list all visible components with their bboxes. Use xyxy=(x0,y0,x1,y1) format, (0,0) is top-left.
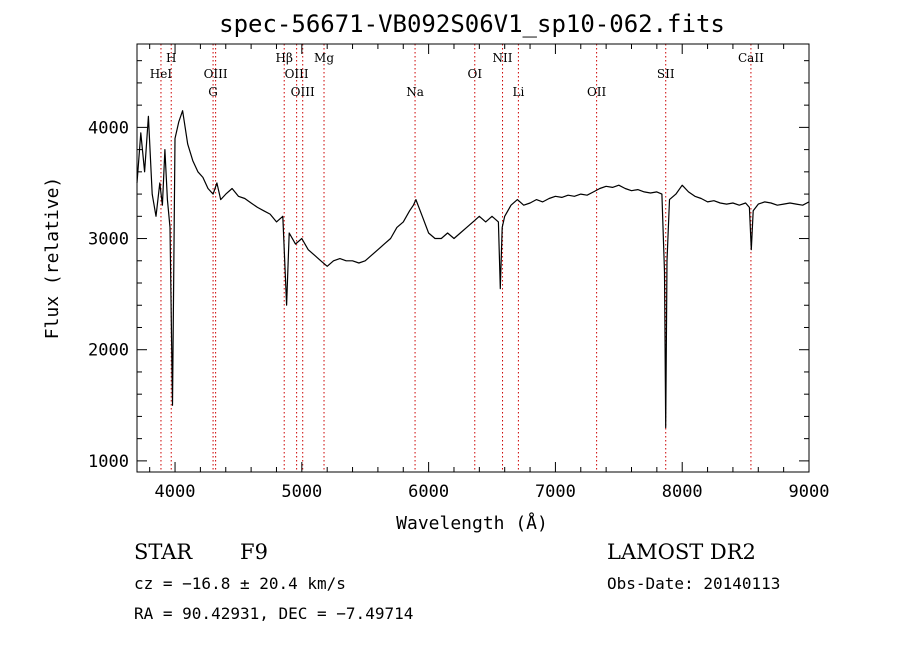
line-marker-label: Li xyxy=(512,85,524,99)
x-axis: 4000 5000 6000 7000 8000 9000 xyxy=(149,44,830,502)
line-marker-label: G xyxy=(208,85,218,99)
line-marker-label: HeI xyxy=(150,67,173,81)
y-tick-label: 3000 xyxy=(88,230,129,250)
observation-date: Obs-Date: 20140113 xyxy=(607,574,781,593)
x-tick-label: 9000 xyxy=(789,482,830,502)
line-marker-label: SII xyxy=(657,67,675,81)
line-marker-label: Hβ xyxy=(276,51,293,65)
line-marker-label: OIII xyxy=(291,85,315,99)
x-tick-label: 4000 xyxy=(155,482,196,502)
spectrum-series xyxy=(136,110,810,429)
x-tick-label: 7000 xyxy=(535,482,576,502)
line-marker-label: H xyxy=(166,51,176,65)
spectrum-line xyxy=(136,110,810,429)
x-tick-label: 5000 xyxy=(281,482,322,502)
line-marker-label: OII xyxy=(587,85,607,99)
line-marker-label: OIII xyxy=(285,67,309,81)
x-axis-title: Wavelength (Å) xyxy=(396,512,548,534)
line-marker-label: OIII xyxy=(204,67,228,81)
x-tick-label: 6000 xyxy=(408,482,449,502)
y-tick-label: 4000 xyxy=(88,118,129,138)
coordinates-readout: RA = 90.42931, DEC = −7.49714 xyxy=(134,604,414,623)
y-tick-label: 2000 xyxy=(88,341,129,361)
y-axis: 1000 2000 3000 4000 xyxy=(88,60,809,472)
survey-name: LAMOST DR2 xyxy=(607,540,756,564)
redshift-readout: cz = −16.8 ± 20.4 km/s xyxy=(134,574,346,593)
y-axis-title: Flux (relative) xyxy=(42,177,63,340)
line-marker-label: OI xyxy=(467,67,482,81)
line-marker-label: Mg xyxy=(314,51,334,65)
object-class: STAR xyxy=(134,540,193,564)
line-markers: HeI H OIII G Hβ OIII OIII Mg Na OI NII Li OII SII CaII xyxy=(150,44,764,472)
line-marker-label: NII xyxy=(493,51,513,65)
x-tick-label: 8000 xyxy=(662,482,703,502)
spectral-subclass: F9 xyxy=(240,540,268,564)
y-tick-label: 1000 xyxy=(88,452,129,472)
plot-frame xyxy=(136,43,810,473)
line-marker-label: Na xyxy=(406,85,424,99)
chart-title: spec-56671-VB092S06V1_sp10-062.fits xyxy=(219,10,725,38)
line-marker-label: CaII xyxy=(738,51,764,65)
